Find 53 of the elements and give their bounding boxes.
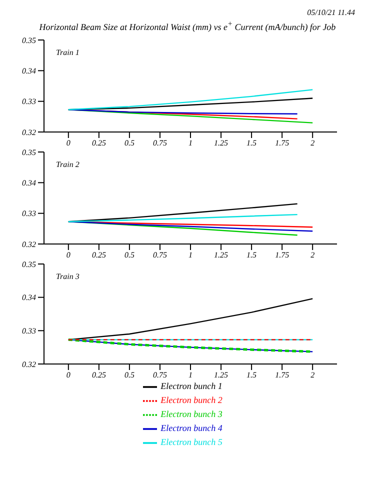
x-tick-label: 0.25: [92, 250, 106, 260]
x-tick-label: 0.75: [152, 370, 167, 380]
x-tick-label: 1: [188, 250, 192, 260]
x-tick-label: 0.5: [124, 250, 134, 260]
x-tick-label: 1.5: [246, 138, 257, 148]
legend-label: Electron bunch 5: [160, 437, 222, 448]
x-tick-label: 2: [310, 370, 315, 380]
chart-title: Horizontal Beam Size at Horizontal Waist (mm) vs e$^{+}$ Current (mA/bunch) for Job: [38, 19, 337, 32]
x-tick-label: 1.5: [246, 250, 257, 260]
x-tick-label: 1: [188, 370, 192, 380]
x-tick-label: 0.5: [124, 370, 134, 380]
y-tick-label: 0.32: [22, 360, 36, 369]
x-tick-label: 0: [66, 250, 70, 260]
y-tick-label: 0.32: [22, 240, 36, 249]
line-series: [68, 89, 314, 110]
line-series: [68, 214, 298, 222]
x-tick-label: 0.25: [92, 138, 106, 148]
y-tick-label: 0.35: [22, 36, 36, 45]
line-series: [68, 109, 314, 124]
y-tick-label: 0.34: [22, 66, 36, 76]
y-tick-label: 0.32: [22, 128, 36, 137]
x-tick-label: 1.25: [214, 250, 228, 260]
x-tick-label: 1: [188, 138, 192, 148]
x-tick-label: 2: [310, 138, 315, 148]
line-series: [68, 221, 314, 232]
y-tick-label: 0.33: [22, 97, 36, 106]
y-tick-label: 0.34: [22, 293, 36, 302]
y-tick-label: 0.33: [22, 209, 36, 218]
legend-label: Electron bunch 2: [160, 395, 222, 406]
x-tick-label: 2: [310, 250, 315, 260]
legend-label: Electron bunch 1: [160, 381, 222, 392]
x-tick-label: 0.25: [92, 370, 106, 380]
x-tick-label: 0.75: [152, 138, 167, 148]
text: Train 3: [56, 272, 80, 281]
x-tick-label: 1.25: [214, 370, 228, 380]
text: Train 1: [56, 48, 80, 57]
y-tick-label: 0.35: [22, 148, 36, 157]
x-tick-label: 1.75: [275, 250, 290, 260]
y-tick-label: 0.35: [22, 260, 36, 269]
x-tick-label: 0: [66, 370, 70, 380]
x-tick-label: 1.25: [214, 138, 228, 148]
legend-label: Electron bunch 4: [160, 423, 222, 434]
x-tick-label: 0.75: [152, 250, 167, 260]
legend-label: Electron bunch 3: [160, 409, 222, 420]
y-tick-label: 0.33: [22, 326, 36, 336]
x-tick-label: 0.5: [124, 138, 134, 148]
x-tick-label: 1.75: [275, 370, 290, 380]
x-tick-label: 0: [66, 138, 70, 148]
x-tick-label: 1.5: [246, 370, 257, 380]
text: 05/10/21 11.44: [306, 8, 355, 17]
text: Train 2: [56, 160, 80, 169]
y-tick-label: 0.34: [22, 178, 36, 188]
x-tick-label: 1.75: [275, 138, 290, 148]
